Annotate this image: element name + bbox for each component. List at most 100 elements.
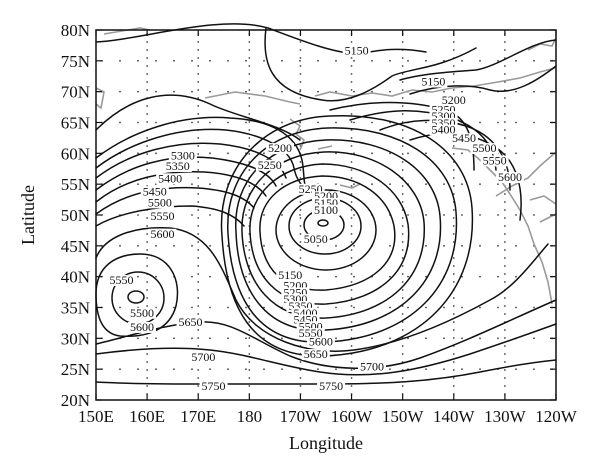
grid-dot — [461, 306, 463, 309]
grid-dot — [335, 337, 337, 340]
grid-dot — [299, 57, 302, 59]
grid-dot — [146, 233, 149, 235]
contour-line — [220, 115, 474, 357]
grid-dot — [401, 57, 404, 59]
grid-dot — [389, 306, 391, 309]
grid-dot — [146, 305, 149, 307]
grid-dot — [119, 183, 121, 186]
grid-dot — [452, 369, 455, 371]
grid-dot — [425, 214, 427, 216]
grid-dot — [248, 145, 251, 147]
grid-dot — [335, 368, 337, 371]
contour-label: 5300 — [171, 149, 195, 163]
grid-dot — [299, 249, 302, 251]
grid-dot — [452, 337, 455, 339]
grid-dot — [401, 193, 404, 195]
grid-dot — [248, 73, 251, 75]
grid-dot — [407, 214, 409, 216]
grid-dot — [197, 281, 200, 283]
contour-label: 5600 — [150, 227, 174, 241]
grid-dot — [503, 265, 506, 267]
grid-dot — [389, 337, 391, 340]
grid-dot — [452, 225, 455, 227]
contour-lines — [95, 23, 557, 385]
contour-label: 5400 — [158, 171, 182, 185]
x-tick-label: 150W — [382, 407, 425, 426]
grid-dot — [497, 214, 499, 216]
grid-dot — [407, 306, 409, 309]
grid-dot — [335, 306, 337, 309]
contour-label-bg — [145, 197, 174, 209]
grid-dot — [137, 275, 139, 278]
grid-dot — [401, 313, 404, 315]
contour-label: 5400 — [432, 123, 456, 137]
grid-dot — [425, 183, 427, 186]
grid-dot — [155, 90, 157, 93]
grid-dot — [350, 41, 353, 43]
grid-dot — [248, 185, 251, 187]
grid-dot — [191, 306, 193, 309]
x-tick-label: 120W — [535, 407, 578, 426]
grid-dot — [248, 321, 251, 323]
grid-dot — [248, 257, 251, 259]
grid-dot — [197, 145, 200, 147]
grid-dot — [191, 183, 193, 186]
grid-dot — [350, 169, 353, 171]
grid-dot — [389, 59, 391, 62]
grid-dot — [281, 244, 283, 247]
grid-dot — [350, 369, 353, 371]
grid-dot — [389, 244, 391, 247]
grid-dot — [299, 214, 301, 216]
grid-dot — [146, 57, 149, 59]
grid-dot — [401, 185, 404, 187]
grid-dot — [533, 214, 535, 216]
grid-dot — [503, 193, 506, 195]
contour-line — [95, 170, 267, 203]
grid-dot — [353, 59, 355, 62]
grid-dot — [155, 59, 157, 62]
grid-dot — [350, 73, 353, 75]
contour-label: 5050 — [304, 232, 328, 246]
contour-label: 5500 — [148, 195, 172, 209]
grid-dot — [197, 209, 200, 211]
grid-dot — [401, 129, 404, 131]
grid-dot — [452, 177, 455, 179]
grid-dot — [350, 321, 353, 323]
grid-dot — [299, 201, 302, 203]
grid-dot — [452, 377, 455, 379]
grid-dot — [461, 152, 463, 155]
grid-dot — [452, 185, 455, 187]
grid-dot — [515, 90, 517, 93]
contour-label-bg — [429, 124, 458, 136]
grid-dot — [350, 233, 353, 235]
grid-dot — [197, 233, 200, 235]
grid-dot — [401, 249, 404, 251]
grid-dot — [299, 241, 302, 243]
contour-label-bg — [286, 300, 315, 312]
grid-dot — [479, 183, 481, 186]
grid-dot — [209, 90, 211, 93]
grid-dot — [146, 337, 149, 339]
tick-marks — [95, 29, 557, 401]
grid-dot — [146, 121, 149, 123]
grid-dot — [146, 257, 149, 259]
grid-dot — [479, 306, 481, 309]
grid-dot — [401, 201, 404, 203]
grid-dot — [263, 214, 265, 216]
contour-label: 5500 — [130, 306, 154, 320]
contour-label: 5750 — [202, 379, 226, 393]
grid-dot — [248, 97, 251, 99]
grid-dot — [155, 275, 157, 278]
grid-dot — [155, 121, 157, 124]
grid-dot — [443, 152, 445, 155]
grid-dot — [281, 59, 283, 62]
grid-dot — [146, 49, 149, 51]
y-tick-label: 30N — [61, 329, 90, 348]
grid-dot — [350, 249, 353, 251]
grid-dot — [452, 89, 455, 91]
grid-dot — [146, 377, 149, 379]
grid-dot — [335, 90, 337, 93]
grid-dot — [248, 377, 251, 379]
grid-dot — [350, 81, 353, 83]
grid-dot — [401, 353, 404, 355]
